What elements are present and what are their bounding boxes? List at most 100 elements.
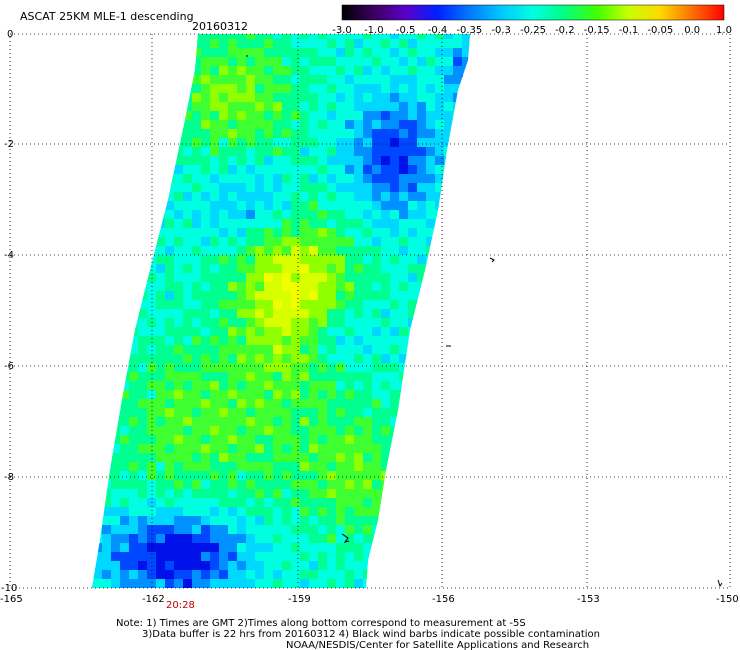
swath-cell xyxy=(255,147,264,156)
swath-cell xyxy=(120,273,129,282)
swath-cell xyxy=(336,147,345,156)
swath-cell xyxy=(92,246,93,255)
swath-cell xyxy=(408,210,417,219)
swath-cell xyxy=(381,201,390,210)
swath-cell xyxy=(345,228,354,237)
swath-cell xyxy=(156,102,165,111)
swath-cell xyxy=(93,183,102,192)
swath-cell xyxy=(462,372,470,381)
swath-cell xyxy=(354,417,363,426)
colorbar-label: -0.5 xyxy=(396,25,416,36)
swath-cell xyxy=(246,462,255,471)
swath-cell xyxy=(390,327,399,336)
swath-cell xyxy=(372,318,381,327)
swath-cell xyxy=(363,165,372,174)
swath-cell xyxy=(426,84,435,93)
swath-cell xyxy=(327,237,336,246)
swath-cell xyxy=(426,273,435,282)
swath-cell xyxy=(318,228,327,237)
swath-cell xyxy=(408,34,417,39)
swath-cell xyxy=(201,543,210,552)
swath-cell xyxy=(471,381,480,390)
swath-cell xyxy=(381,435,390,444)
swath-cell xyxy=(138,255,147,264)
swath-cell xyxy=(318,264,327,273)
swath-cell xyxy=(444,237,453,246)
swath-cell xyxy=(273,39,282,48)
swath-cell xyxy=(237,390,246,399)
swath-cell xyxy=(363,129,372,138)
swath-cell xyxy=(390,318,399,327)
swath-cell xyxy=(92,552,93,561)
swath-cell xyxy=(309,246,318,255)
swath-cell xyxy=(255,426,264,435)
swath-cell xyxy=(354,543,363,552)
swath-cell xyxy=(309,444,318,453)
swath-cell xyxy=(273,201,282,210)
swath-cell xyxy=(462,246,470,255)
swath-cell xyxy=(102,201,111,210)
swath-cell xyxy=(300,336,309,345)
swath-cell xyxy=(309,363,318,372)
swath-cell xyxy=(453,300,462,309)
swath-cell xyxy=(426,552,435,561)
swath-cell xyxy=(444,426,453,435)
swath-cell xyxy=(120,291,129,300)
swath-cell xyxy=(219,444,228,453)
map-title: ASCAT 25KM MLE-1 descending xyxy=(20,10,194,23)
swath-cell xyxy=(471,453,480,462)
swath-cell xyxy=(156,561,165,570)
swath-cell xyxy=(147,309,156,318)
swath-cell xyxy=(282,318,291,327)
swath-cell xyxy=(147,579,156,588)
swath-cell xyxy=(291,282,300,291)
swath-cell xyxy=(183,381,192,390)
swath-cell xyxy=(129,534,138,543)
colorbar-label: -0.2 xyxy=(555,25,575,36)
swath-cell xyxy=(399,138,408,147)
swath-cell xyxy=(282,579,291,588)
swath-cell xyxy=(399,444,408,453)
swath-cell xyxy=(291,444,300,453)
swath-cell xyxy=(453,192,462,201)
swath-cell xyxy=(300,516,309,525)
swath-cell xyxy=(327,120,336,129)
swath-cell xyxy=(192,309,201,318)
swath-cell xyxy=(453,129,462,138)
swath-cell xyxy=(291,147,300,156)
swath-cell xyxy=(372,246,381,255)
swath-cell xyxy=(156,138,165,147)
swath-cell xyxy=(372,129,381,138)
swath-cell xyxy=(156,129,165,138)
swath-cell xyxy=(183,210,192,219)
swath-cell xyxy=(336,417,345,426)
swath-cell xyxy=(138,291,147,300)
swath-cell xyxy=(345,147,354,156)
swath-cell xyxy=(264,246,273,255)
swath-cell xyxy=(435,237,444,246)
swath-cell xyxy=(219,453,228,462)
swath-cell xyxy=(327,588,336,597)
swath-cell xyxy=(102,588,111,597)
swath-cell xyxy=(345,354,354,363)
swath-cell xyxy=(309,408,318,417)
swath-cell xyxy=(435,561,444,570)
swath-cell xyxy=(129,390,138,399)
swath-cell xyxy=(390,174,399,183)
swath-cell xyxy=(174,219,183,228)
swath-cell xyxy=(390,480,399,489)
swath-cell xyxy=(237,255,246,264)
swath-cell xyxy=(92,210,93,219)
swath-cell xyxy=(228,255,237,264)
swath-cell xyxy=(92,372,93,381)
swath-cell xyxy=(426,75,435,84)
swath-cell xyxy=(291,534,300,543)
swath-cell xyxy=(453,381,462,390)
swath-cell xyxy=(453,336,462,345)
swath-cell xyxy=(372,282,381,291)
swath-cell xyxy=(237,111,246,120)
swath-cell xyxy=(201,282,210,291)
swath-cell xyxy=(363,498,372,507)
swath-cell xyxy=(309,489,318,498)
swath-cell xyxy=(246,237,255,246)
